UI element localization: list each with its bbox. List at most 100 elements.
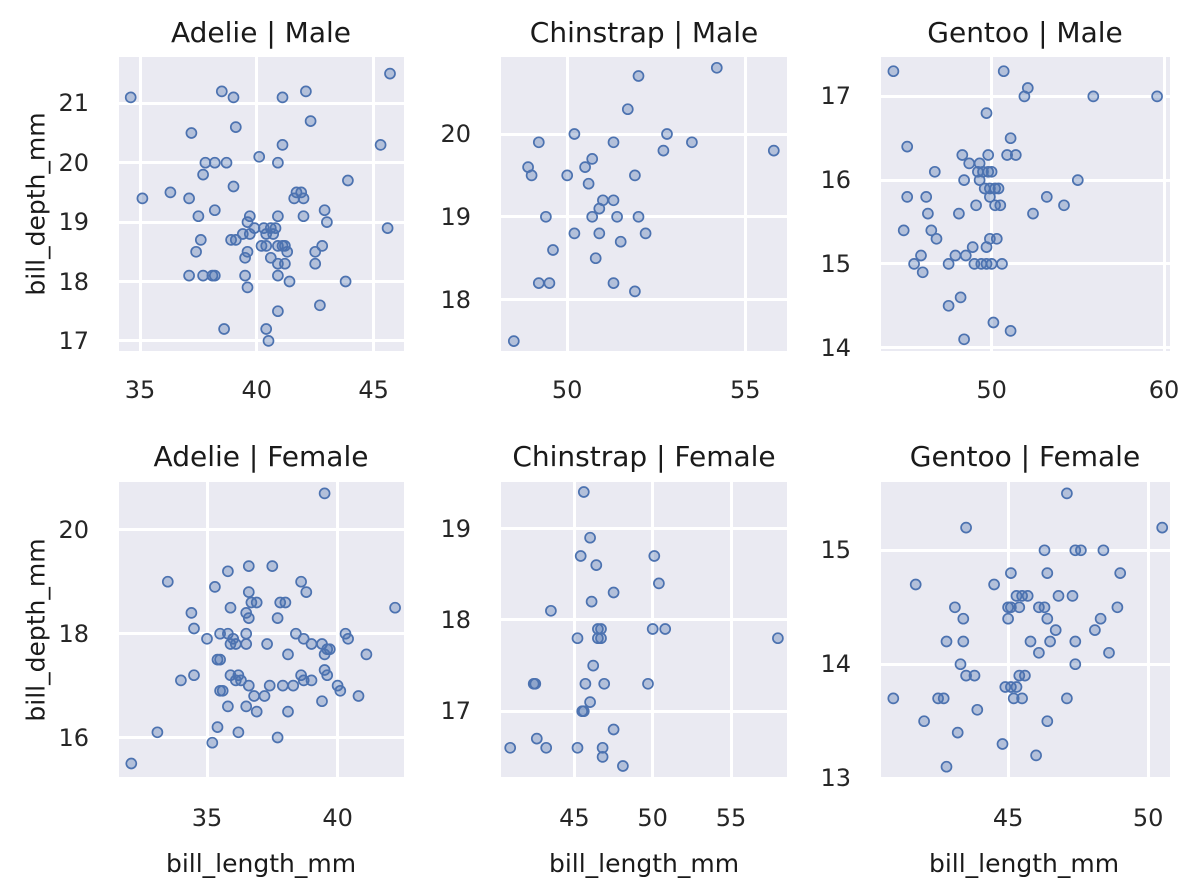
data-point xyxy=(611,210,623,223)
data-point xyxy=(224,601,237,614)
data-point xyxy=(614,235,627,248)
data-point xyxy=(598,677,611,690)
data-point xyxy=(240,638,253,650)
data-point xyxy=(561,169,574,182)
data-point xyxy=(568,227,581,240)
scatter-points-layer xyxy=(125,487,401,770)
data-point xyxy=(989,182,1001,195)
data-point xyxy=(590,559,603,571)
data-point xyxy=(279,596,292,609)
data-point xyxy=(710,61,723,74)
data-point xyxy=(1058,199,1070,212)
data-point xyxy=(241,245,254,258)
data-point xyxy=(1075,544,1087,557)
x-tick-label: 50 xyxy=(976,376,1007,404)
data-point xyxy=(1069,635,1082,648)
y-gridline xyxy=(881,94,1170,98)
y-tick-label: 18 xyxy=(440,605,471,634)
data-point xyxy=(229,638,242,650)
data-point xyxy=(1016,692,1028,705)
data-point xyxy=(586,210,599,223)
data-point xyxy=(318,648,331,661)
data-point xyxy=(206,736,219,749)
data-point xyxy=(507,335,520,347)
data-point xyxy=(987,316,1000,329)
x-axis-label-col1: bill_length_mm xyxy=(165,849,357,878)
data-point xyxy=(971,703,984,716)
data-point xyxy=(909,578,922,591)
y-gridline xyxy=(119,632,404,636)
data-point xyxy=(239,251,251,264)
data-point xyxy=(571,632,584,645)
data-point xyxy=(942,258,955,270)
x-tick-label: 45 xyxy=(358,376,389,404)
data-point xyxy=(916,266,929,279)
data-point xyxy=(1089,624,1101,636)
data-point xyxy=(208,156,221,169)
data-point xyxy=(545,604,557,617)
data-point xyxy=(957,635,970,648)
data-point xyxy=(928,165,941,178)
panel-title-gentoo-female: Gentoo | Female xyxy=(909,440,1141,473)
data-point xyxy=(1004,325,1017,337)
data-point xyxy=(188,669,200,682)
data-point xyxy=(260,323,273,335)
data-point xyxy=(321,669,334,682)
data-point xyxy=(161,575,174,588)
data-point xyxy=(949,249,962,262)
data-point xyxy=(227,91,240,104)
data-point xyxy=(253,150,266,163)
data-point xyxy=(125,757,138,770)
data-point xyxy=(504,741,517,754)
data-point xyxy=(617,760,629,772)
data-point xyxy=(185,127,198,139)
data-point xyxy=(571,741,584,754)
data-point xyxy=(309,257,322,270)
data-point xyxy=(1111,601,1124,614)
y-gridline xyxy=(881,178,1170,182)
data-point xyxy=(1151,90,1163,103)
data-point xyxy=(300,85,312,98)
data-point xyxy=(957,612,970,625)
x-tick-label: 45 xyxy=(992,804,1024,832)
data-point xyxy=(990,232,1003,245)
panel-title-chinstrap-female: Chinstrap | Female xyxy=(512,440,776,473)
data-point xyxy=(339,275,352,288)
panel-title-adelie-female: Adelie | Female xyxy=(153,440,369,473)
data-point xyxy=(316,240,329,252)
data-point xyxy=(540,741,553,754)
data-point xyxy=(360,648,373,661)
data-point xyxy=(963,157,976,170)
y-tick-label: 14 xyxy=(820,650,851,679)
data-point xyxy=(1021,590,1034,602)
data-point xyxy=(940,760,953,773)
data-point xyxy=(271,731,284,744)
data-point xyxy=(242,612,255,624)
data-point xyxy=(276,91,289,104)
scatter-panel-gentoo-male xyxy=(881,57,1170,351)
data-point xyxy=(1061,692,1073,705)
data-point xyxy=(136,192,149,205)
data-point xyxy=(374,139,387,151)
data-point xyxy=(389,601,401,614)
y-tick-label: 21 xyxy=(58,89,89,118)
scatter-panel-chinstrap-female xyxy=(501,482,787,777)
data-point xyxy=(1033,646,1045,659)
data-point xyxy=(930,232,943,245)
data-point xyxy=(525,169,538,182)
data-point xyxy=(124,91,137,104)
scatter-points-layer xyxy=(887,65,1163,346)
x-tick-label: 40 xyxy=(241,376,273,404)
data-point xyxy=(887,65,900,78)
data-point xyxy=(190,245,202,258)
data-point xyxy=(646,623,659,635)
data-point xyxy=(164,186,177,199)
data-point xyxy=(973,174,986,186)
data-point xyxy=(897,224,910,237)
data-point xyxy=(295,575,307,588)
data-point xyxy=(639,227,652,240)
data-point xyxy=(996,738,1009,750)
data-point xyxy=(242,560,255,572)
data-point xyxy=(686,136,698,149)
data-point xyxy=(960,669,972,682)
